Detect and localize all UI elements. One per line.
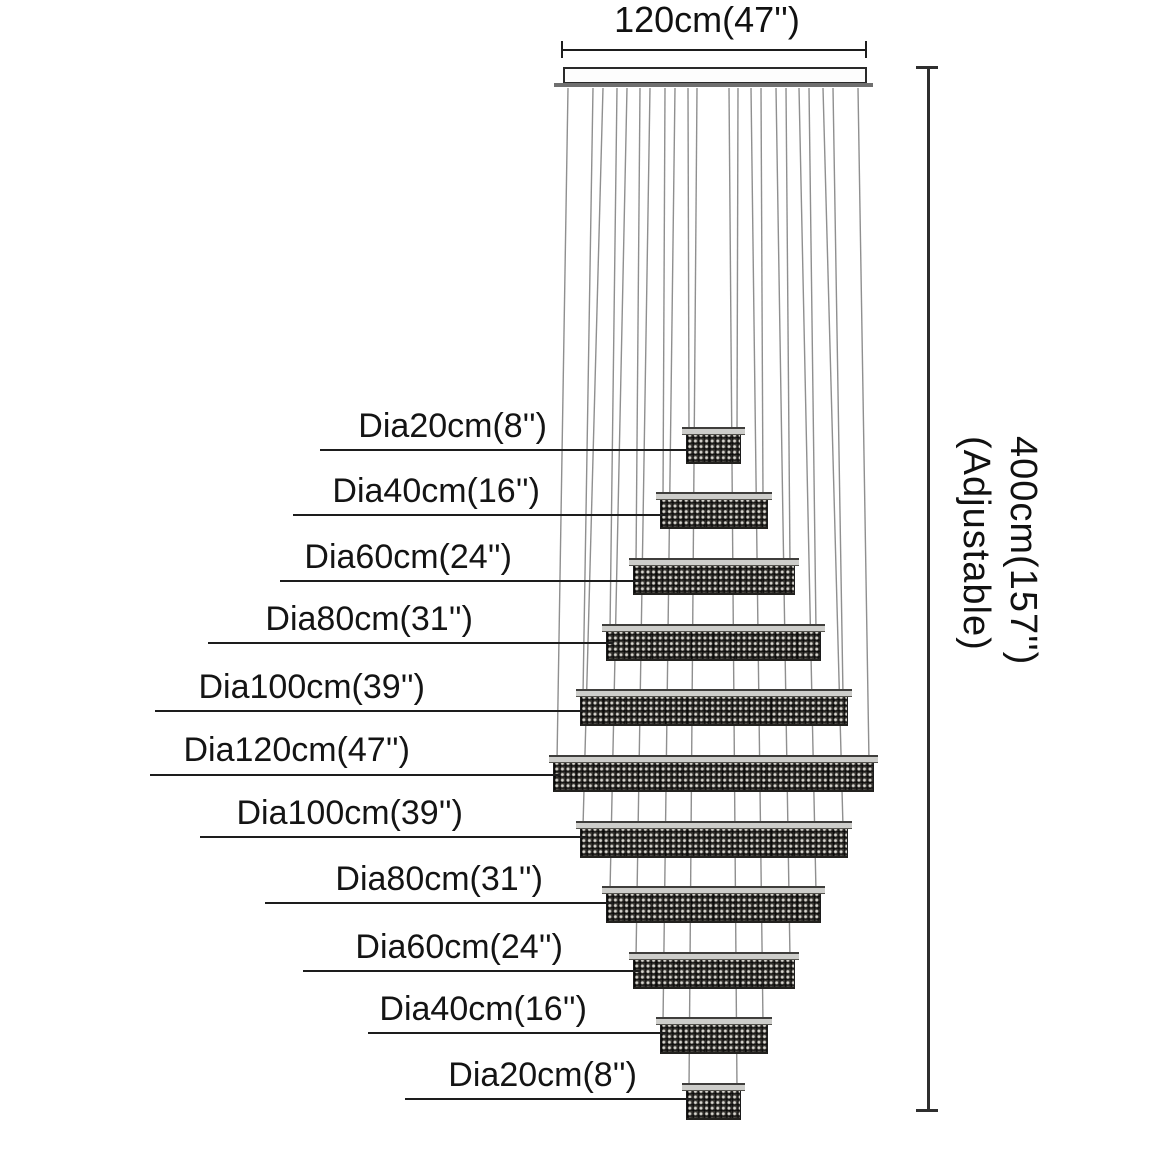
tier-10-dia40cm [656,1017,772,1054]
leader-line-tier-7 [200,836,587,838]
leader-line-tier-8 [265,902,613,904]
leader-line-tier-5 [155,710,587,712]
tier-label-9: Dia60cm(24'') [355,928,563,966]
top-dimension-right-tick [865,41,867,58]
wire [785,87,791,565]
wire [609,87,618,631]
leader-line-tier-2 [293,514,667,516]
tier-4-dia80cm [602,624,825,661]
tier-3-dia60cm [629,558,799,595]
leader-line-tier-1 [320,449,694,451]
wire [635,87,651,959]
tier-2-dia40cm [656,492,772,529]
tier-6-dia120cm [549,755,878,792]
tier-1-dia20cm [682,427,745,464]
wire [662,87,676,1024]
wire [760,87,764,499]
tier-label-10: Dia40cm(16'') [379,990,587,1028]
wire [857,87,870,762]
leader-line-tier-3 [280,580,640,582]
tier-7-dia100cm [576,821,852,858]
leader-line-tier-11 [405,1098,694,1100]
tier-label-1: Dia20cm(8'') [358,407,547,445]
side-dimension-value: 400cm(157'') [1002,436,1044,666]
wire [808,87,817,631]
tier-9-dia60cm [629,952,799,989]
tier-11-dia20cm [682,1083,745,1120]
tier-label-3: Dia60cm(24'') [304,538,512,576]
wire [736,87,739,434]
wire [832,87,844,696]
side-dimension-line [927,67,930,1111]
tier-5-dia100cm [576,689,852,726]
wire [582,87,594,696]
wire [662,87,666,499]
wire [556,87,569,762]
tier-label-6: Dia120cm(47'') [183,731,410,769]
tier-8-dia80cm [602,886,825,923]
tier-label-8: Dia80cm(31'') [335,860,543,898]
tier-label-4: Dia80cm(31'') [265,600,473,638]
tier-label-5: Dia100cm(39'') [198,668,425,706]
side-dimension-note: (Adjustable) [955,436,997,651]
side-dimension-bottom-tick [916,1109,938,1112]
leader-line-tier-6 [150,774,560,776]
wire [635,87,641,565]
leader-line-tier-9 [303,970,640,972]
side-dimension-top-tick [916,66,938,69]
leader-line-tier-10 [368,1032,667,1034]
top-dimension-line [561,49,867,51]
wire [750,87,764,1024]
leader-line-tier-4 [208,642,613,644]
wire [775,87,791,959]
ceiling-plate-bottom-edge [554,83,873,87]
side-dimension-label: 400cm(157'') (Adjustable) [952,436,1046,665]
tier-label-11: Dia20cm(8'') [448,1056,637,1094]
tier-label-2: Dia40cm(16'') [332,472,540,510]
wire [687,87,690,434]
top-dimension-left-tick [561,41,563,58]
top-dimension-label: 120cm(47'') [614,0,800,40]
tier-label-7: Dia100cm(39'') [236,794,463,832]
